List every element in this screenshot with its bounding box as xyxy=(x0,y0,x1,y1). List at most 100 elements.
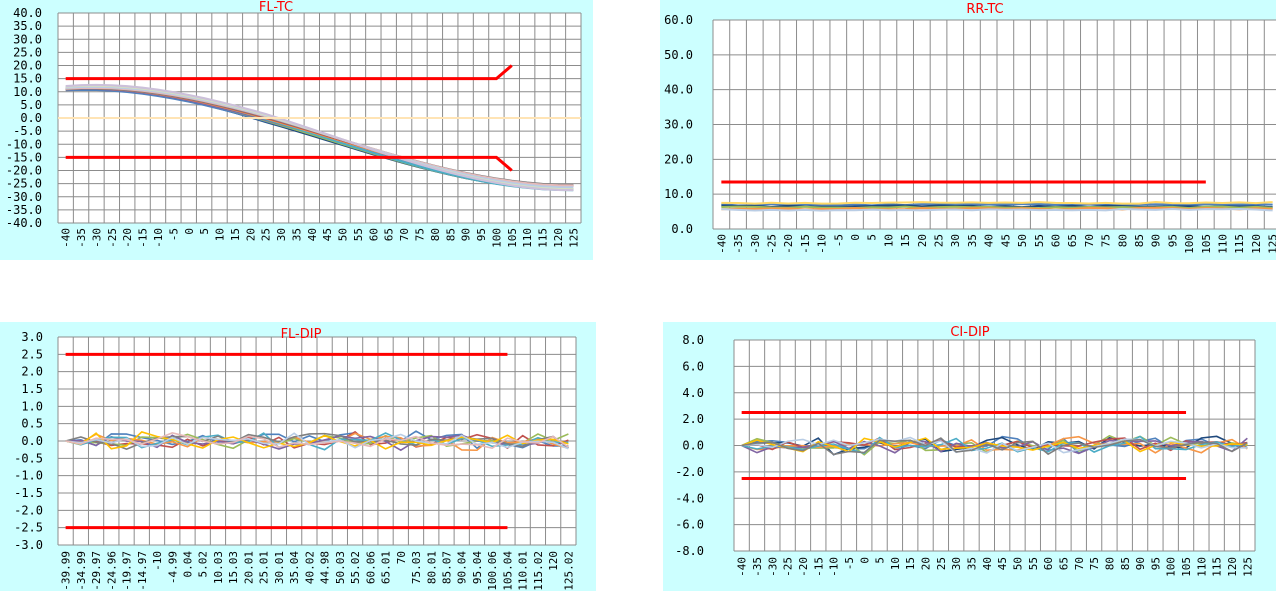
x-tick-label-group: 25 xyxy=(933,234,946,247)
x-tick-label-group: 125.02 xyxy=(562,551,575,591)
y-tick-label: 2.0 xyxy=(682,412,704,426)
x-tick-label: 105 xyxy=(1180,557,1193,577)
x-tick-label: 65.01 xyxy=(380,551,393,584)
series-line xyxy=(741,436,1248,454)
x-tick-label-group: 30 xyxy=(950,557,963,570)
x-tick-label-group: 70 xyxy=(1073,557,1086,570)
series-line xyxy=(65,432,569,451)
x-tick-label: -10 xyxy=(152,228,165,248)
x-tick-label: 80 xyxy=(1116,234,1129,247)
x-tick-label-group: 45 xyxy=(321,228,334,241)
x-tick-label-group: 85 xyxy=(1133,234,1146,247)
x-tick-label: 100 xyxy=(490,228,503,248)
y-tick-label: 30.0 xyxy=(664,118,693,132)
y-tick-label: -10.0 xyxy=(6,137,42,151)
x-tick-label-group: 15 xyxy=(899,234,912,247)
x-tick-label-group: 5.02 xyxy=(197,551,210,578)
x-tick-label: 125.02 xyxy=(562,551,575,591)
x-tick-label-group: 95 xyxy=(475,228,488,241)
x-tick-label: -20 xyxy=(782,234,795,254)
x-tick-label: 5.02 xyxy=(197,551,210,578)
x-tick-label-group: 60 xyxy=(1049,234,1062,247)
rr-tc-chart: 60.050.040.030.020.010.00.0-40 -35 -30 -25-… xyxy=(664,2,1276,254)
y-tick-label: 6.0 xyxy=(682,359,704,373)
x-tick-label: 110 xyxy=(1195,557,1208,577)
x-tick-label: 40 xyxy=(983,234,996,247)
x-tick-label-group: 10.03 xyxy=(212,551,225,584)
x-tick-label-group: 15 xyxy=(904,557,917,570)
y-tick-label: 0.0 xyxy=(21,434,43,448)
x-tick-label-group: 60 xyxy=(1042,557,1055,570)
x-tick-label-group: -15 xyxy=(799,234,812,254)
x-tick-label-group: 55 xyxy=(1027,557,1040,570)
x-tick-label-group: 105.04 xyxy=(501,551,514,591)
rr-tc-panel: 60.0 50.0 40.0 30.0 20.0 10.0 0.0 -40 -35 -30 -25-… xyxy=(660,0,1276,260)
y-tick-label: -30.0 xyxy=(6,190,42,204)
x-tick-label-group: 55 xyxy=(352,228,365,241)
x-tick-label: 70 xyxy=(395,551,408,564)
x-tick-label: 75 xyxy=(1100,234,1113,247)
x-tick-label-group: -30 xyxy=(766,557,779,577)
x-tick-label-group: 40 xyxy=(306,228,319,241)
x-tick-label: -35 xyxy=(75,228,88,248)
x-tick-label-group: 110 xyxy=(1195,557,1208,577)
x-tick-label-group: -15 xyxy=(137,228,150,248)
x-tick-label-group: 105 xyxy=(1200,234,1213,254)
series-group xyxy=(65,430,569,452)
x-tick-label-group: 120 xyxy=(552,228,565,248)
x-tick-label-group: 110 xyxy=(521,228,534,248)
x-tick-label: 105 xyxy=(1200,234,1213,254)
y-tick-label: 30.0 xyxy=(13,32,42,46)
x-tick-label-group: -25 xyxy=(765,234,778,254)
x-tick-label: -29.97 xyxy=(90,551,103,591)
fl-dip-panel: 3.0 2.5 2.0 1.5 1.0 0.5 0.0 -0.5 -1.0 -1.5 -2.0 -2.… xyxy=(0,322,596,591)
fl-tc-panel: 40.0 35.0 30.0 25.0 20.0 15.0 10.0 5.0 0.0 -5.0 -1… xyxy=(0,0,593,260)
x-tick-label: 115 xyxy=(1211,557,1224,577)
x-tick-label-group: -24.96 xyxy=(105,551,118,591)
y-tick-label: -2.0 xyxy=(675,465,704,479)
x-tick-label-group: 0 xyxy=(858,557,871,564)
x-tick-label-group: 80 xyxy=(1103,557,1116,570)
x-tick-label-group: 115 xyxy=(1211,557,1224,577)
x-tick-label-group: -20 xyxy=(121,228,134,248)
x-tick-label-group: 115 xyxy=(537,228,550,248)
x-tick-label-group: 60.06 xyxy=(364,551,377,584)
x-tick-label-group: 100.06 xyxy=(486,551,499,591)
x-tick-label: 10 xyxy=(882,234,895,247)
x-tick-label: 35.04 xyxy=(288,551,301,584)
x-tick-label-group: -5 xyxy=(843,557,856,570)
y-tick-label: -15.0 xyxy=(6,150,42,164)
limit-line xyxy=(65,155,513,172)
y-tick-label: 10.0 xyxy=(13,85,42,99)
x-tick-label: 105.04 xyxy=(501,551,514,591)
y-tick-label: 5.0 xyxy=(20,98,42,112)
x-tick-label-group: -40 xyxy=(60,228,73,248)
x-tick-label: 35 xyxy=(290,228,303,241)
x-tick-label-group: 65.01 xyxy=(380,551,393,584)
x-tick-label: 115.02 xyxy=(532,551,545,591)
x-tick-label: 50 xyxy=(1011,557,1024,570)
y-tick-label: -2.5 xyxy=(14,521,43,535)
x-tick-label: -15 xyxy=(812,557,825,577)
series-line xyxy=(721,205,1273,210)
y-tick-label: 40.0 xyxy=(13,6,42,20)
x-tick-label-group: -30 xyxy=(749,234,762,254)
x-tick-label: 125 xyxy=(567,228,580,248)
x-tick-label-group: -35 xyxy=(751,557,764,577)
x-tick-label-group: 50 xyxy=(1016,234,1029,247)
x-tick-label-group: 120 xyxy=(1250,234,1263,254)
x-tick-label-group: 25 xyxy=(935,557,948,570)
x-tick-label: 70 xyxy=(398,228,411,241)
x-tick-label: 80.01 xyxy=(425,551,438,584)
x-tick-label: 20 xyxy=(244,228,257,241)
x-tick-label-group: 75 xyxy=(1088,557,1101,570)
x-tick-label-group: 60 xyxy=(367,228,380,241)
x-tick-label: 65 xyxy=(1066,234,1079,247)
x-tick-label-group: 95.04 xyxy=(471,551,484,584)
x-tick-label-group: 90 xyxy=(460,228,473,241)
x-tick-label-group: 70 xyxy=(1083,234,1096,247)
x-tick-label: 0 xyxy=(849,234,862,241)
x-tick-label-group: 105 xyxy=(1180,557,1193,577)
x-tick-label-group: 0 xyxy=(183,228,196,235)
y-tick-label: -2.0 xyxy=(14,503,43,517)
